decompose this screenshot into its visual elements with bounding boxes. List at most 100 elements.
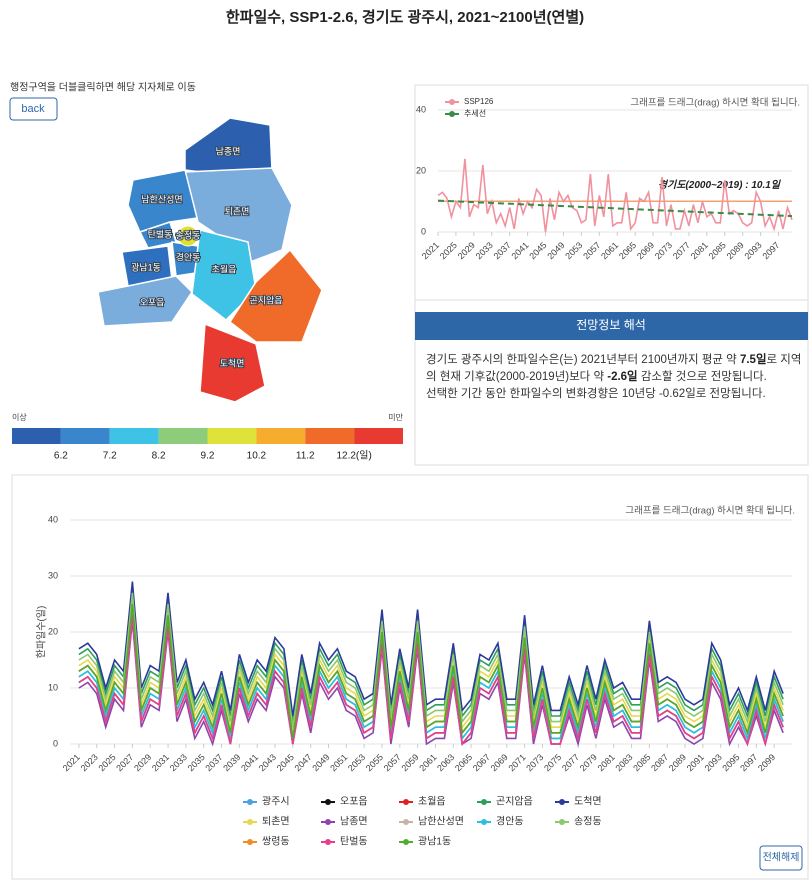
region-label: 경안동 <box>176 251 201 262</box>
series-line <box>78 620 784 748</box>
legend-marker <box>559 819 565 825</box>
series-line <box>78 581 784 717</box>
legend-tick: 10.2 <box>247 451 267 462</box>
legend-label: 도척면 <box>574 796 602 808</box>
legend-label: 송정동 <box>574 816 602 828</box>
reset-button[interactable] <box>759 845 803 871</box>
legend-label: 경안동 <box>496 815 524 828</box>
legend-marker <box>481 799 487 805</box>
legend-swatch <box>305 428 355 444</box>
region-label: 도척면 <box>220 358 245 368</box>
legend-tick: 7.2 <box>103 451 117 462</box>
map-region <box>184 167 293 263</box>
legend-tick: 6.2 <box>54 451 68 462</box>
legend-swatch <box>12 428 61 444</box>
legend-label: 남종면 <box>340 816 368 828</box>
region-label: 초월읍 <box>212 263 237 274</box>
region-label: 오포읍 <box>140 297 165 307</box>
interpret-text: 경기도 광주시의 한파일수은(는) 2021년부터 2100년까지 평균 약 7… <box>426 352 802 403</box>
y-tick-label: 10 <box>48 682 58 692</box>
legend-label: 퇴촌면 <box>262 816 290 828</box>
interpret-title: 전망정보 해석 <box>576 318 646 332</box>
y-tick-label: 40 <box>48 514 58 524</box>
legend-marker <box>559 799 565 805</box>
map-region <box>177 225 199 247</box>
text: 경기도 광주시의 한파일수은(는) 2021년부터 2100년까지 평균 약 <box>426 354 740 366</box>
region-label: 광남1동 <box>131 261 161 272</box>
series-line <box>78 615 784 747</box>
series-line <box>78 598 784 733</box>
series-line <box>437 199 793 218</box>
text: 로 지역의 현재 기후값(2000-2019년)보다 약 <box>426 354 802 383</box>
paragraph: 경기도 광주시의 한파일수은(는) 2021년부터 2100년까지 평균 약 7… <box>426 352 802 386</box>
chart-annotation: 그래프를 드래그(drag) 하시면 확대 됩니다. <box>625 505 795 517</box>
legend-tick: 11.2 <box>296 451 315 462</box>
map-region <box>199 322 266 403</box>
y-tick-label: 20 <box>416 165 426 175</box>
back-label[interactable]: back <box>21 103 45 115</box>
legend-label: 광주시 <box>262 796 290 808</box>
region-label: 퇴촌면 <box>225 206 250 216</box>
reference-label: 경기도(2000~2019) : 10.1일 <box>658 179 782 191</box>
legend-label: 초월읍 <box>418 796 446 808</box>
legend-tick: 9.2 <box>201 451 215 462</box>
y-axis-label: 한파일수(일) <box>36 606 48 659</box>
legend-marker <box>247 839 253 845</box>
region-label: 탄벌동 <box>148 229 173 239</box>
legend-swatch <box>158 428 208 444</box>
legend-marker <box>403 799 409 805</box>
legend-label: 남한산성면 <box>418 816 464 828</box>
chart-annotation: 그래프를 드래그(drag) 하시면 확대 됩니다. <box>630 97 800 109</box>
text: 감소할 것으로 전망됩니다. <box>637 371 767 383</box>
legend-label: 쌍령동 <box>262 836 290 848</box>
legend-marker <box>247 819 253 825</box>
legend-high: 미만 <box>388 413 403 422</box>
legend-label: 탄벌동 <box>340 836 368 848</box>
reset-label[interactable]: 전체해제 <box>763 851 800 864</box>
legend-swatch <box>354 428 403 444</box>
legend-marker <box>325 839 331 845</box>
paragraph: 선택한 기간 동안 한파일수의 변화경향은 10년당 -0.62일로 전망됩니다… <box>426 388 766 400</box>
legend-marker <box>449 111 455 117</box>
hint: 행정구역을 더블클릭하면 해당 지자체로 이동 <box>10 81 196 94</box>
series-line <box>437 158 793 233</box>
legend-marker <box>403 839 409 845</box>
y-tick-label: 0 <box>53 738 58 748</box>
legend-tick: 12.2(일) <box>336 450 371 462</box>
legend-label: SSP126 <box>464 97 494 106</box>
region-label: 남종면 <box>216 146 241 156</box>
legend-swatch <box>256 428 306 444</box>
legend-low: 이상 <box>12 412 27 422</box>
y-tick-label: 30 <box>48 570 58 580</box>
series-line <box>78 592 784 728</box>
legend-swatch <box>109 428 159 444</box>
page-title: 한파일수, SSP1-2.6, 경기도 광주시, 2021~2100년(연별) <box>226 8 584 26</box>
legend-tick: 8.2 <box>152 451 166 462</box>
bold-text: -2.6일 <box>607 371 638 383</box>
y-tick-label: 20 <box>48 626 58 636</box>
region-label: 곤지암읍 <box>249 294 282 305</box>
legend-label: 곤지암읍 <box>496 796 533 808</box>
legend-swatch <box>60 428 110 444</box>
legend-label: 추세선 <box>464 109 486 118</box>
interpret-header <box>415 312 808 340</box>
legend-marker <box>449 99 455 105</box>
legend-label: 광남1동 <box>418 836 451 848</box>
legend-label: 오포읍 <box>340 796 368 808</box>
series-line <box>78 609 784 745</box>
bold-text: 7.5일 <box>739 354 767 366</box>
region-label: 남한산성면 <box>141 194 182 204</box>
back-button[interactable] <box>9 97 58 121</box>
series-line <box>78 603 784 739</box>
legend-marker <box>403 819 409 825</box>
region-label: 송정동 <box>176 230 201 240</box>
legend-swatch <box>207 428 257 444</box>
legend-marker <box>325 819 331 825</box>
map-region <box>228 248 323 343</box>
y-tick-label: 0 <box>421 226 426 236</box>
legend-marker <box>481 819 487 825</box>
y-tick-label: 40 <box>416 104 426 114</box>
legend-marker <box>325 799 331 805</box>
